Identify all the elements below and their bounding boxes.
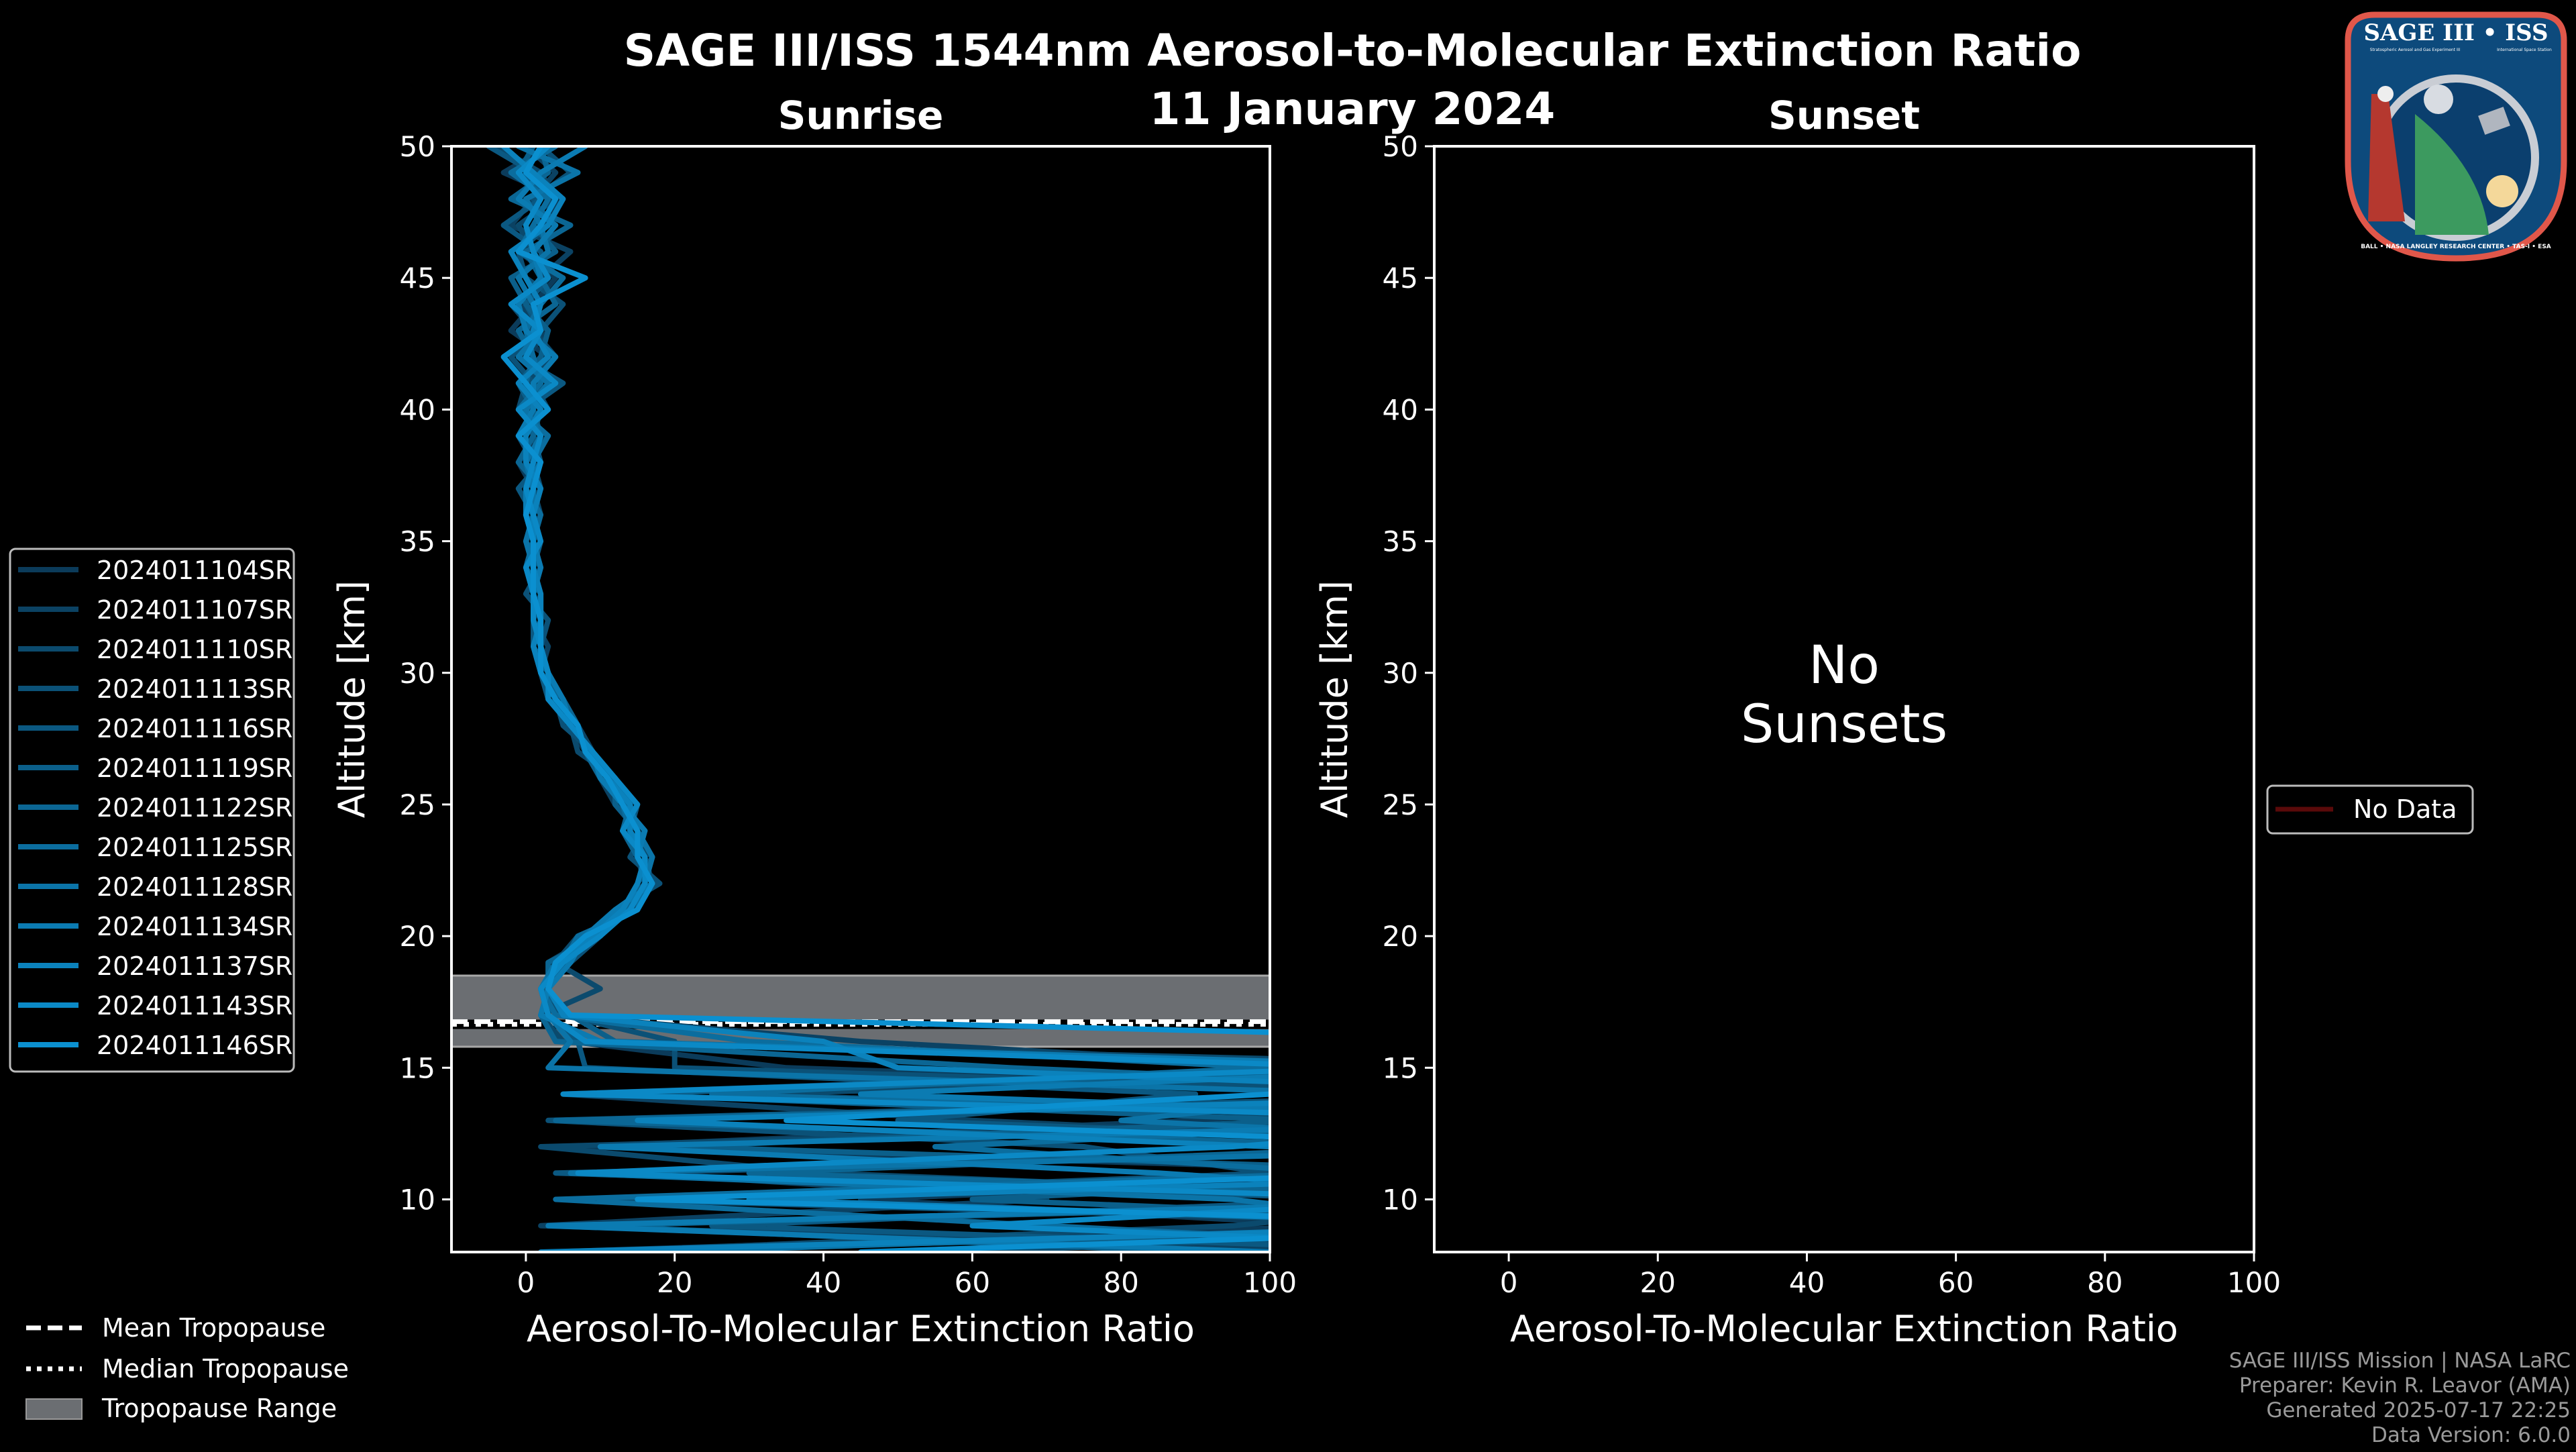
sunset-y-axis-label: Altitude [km] xyxy=(1313,580,1356,818)
legend-label-2024011137SR: 2024011137SR xyxy=(97,951,292,981)
sunset-axes-frame xyxy=(1433,145,2255,1253)
x-tick-label: 100 xyxy=(1243,1266,1297,1299)
sunset-plot-area xyxy=(1434,146,2254,1252)
tropopause-legend: Mean Tropopause Median Tropopause Tropop… xyxy=(25,1313,349,1423)
tropopause-range-label: Tropopause Range xyxy=(101,1394,337,1423)
x-tick-label: 40 xyxy=(1789,1266,1825,1299)
credit-mission: SAGE III/ISS Mission | NASA LaRC xyxy=(2229,1349,2571,1373)
x-tick-label: 40 xyxy=(806,1266,841,1299)
y-tick-label: 35 xyxy=(400,525,435,558)
y-tick-label: 40 xyxy=(1383,393,1418,426)
sunset-axes: 0 20 40 60 80 100 10 15 20 25 30 35 40 45 50 Sunset Aero… xyxy=(1313,93,2281,1350)
profile-lines xyxy=(486,146,1270,1252)
x-tick-label: 60 xyxy=(955,1266,990,1299)
mean-tropopause-label: Mean Tropopause xyxy=(102,1313,325,1343)
sunrise-axes: 0 20 40 60 80 100 10 15 20 25 30 35 40 45 50 Sunrise Aer… xyxy=(331,93,1297,1350)
credits: SAGE III/ISS Mission | NASA LaRC Prepare… xyxy=(2229,1349,2571,1447)
legend-label-2024011104SR: 2024011104SR xyxy=(97,556,292,585)
legend-label-2024011107SR: 2024011107SR xyxy=(97,595,292,625)
legend-label-2024011134SR: 2024011134SR xyxy=(97,912,292,941)
legend-label-2024011122SR: 2024011122SR xyxy=(97,793,292,823)
sunset-legend: No Data xyxy=(2266,784,2474,835)
legend-label-2024011119SR: 2024011119SR xyxy=(97,754,292,783)
sunset-x-axis-label: Aerosol-To-Molecular Extinction Ratio xyxy=(1510,1308,2178,1350)
sage-iii-iss-mission-logo: SAGE III • ISS Stratospheric Aerosol and… xyxy=(2345,11,2567,262)
y-tick-label: 15 xyxy=(1383,1051,1418,1084)
median-tropopause-label: Median Tropopause xyxy=(102,1354,349,1384)
x-tick-label: 20 xyxy=(1640,1266,1676,1299)
y-tick-label: 25 xyxy=(400,788,435,821)
tropopause-range-swatch xyxy=(25,1398,83,1420)
x-tick-label: 100 xyxy=(2227,1266,2281,1299)
no-sunsets-line2: Sunsets xyxy=(1741,694,1947,755)
y-tick-label: 25 xyxy=(1383,788,1418,821)
logo-ring-text: BALL • NASA LANGLEY RESEARCH CENTER • TA… xyxy=(2361,244,2551,250)
y-tick-label: 20 xyxy=(400,920,435,953)
legend-label-2024011110SR: 2024011110SR xyxy=(97,635,292,664)
legend-label-2024011146SR: 2024011146SR xyxy=(97,1031,292,1060)
sunrise-legend: 2024011104SR 2024011107SR 2024011110SR 2024… xyxy=(9,548,295,1073)
y-tick-label: 35 xyxy=(1383,525,1418,558)
sunset-panel-title: Sunset xyxy=(1768,93,1920,138)
y-tick-label: 45 xyxy=(1383,262,1418,295)
x-tick-label: 20 xyxy=(657,1266,692,1299)
x-tick-label: 60 xyxy=(1938,1266,1974,1299)
legend-label-no-data: No Data xyxy=(2353,794,2457,824)
sunrise-panel-title: Sunrise xyxy=(778,93,944,138)
x-tick-label: 80 xyxy=(2087,1266,2123,1299)
y-tick-label: 50 xyxy=(1383,130,1418,163)
y-tick-label: 45 xyxy=(400,262,435,295)
credit-preparer: Preparer: Kevin R. Leavor (AMA) xyxy=(2239,1373,2571,1398)
profile-line-2024011134SR xyxy=(515,146,1270,1252)
y-tick-label: 10 xyxy=(1383,1184,1418,1216)
no-sunsets-line1: No xyxy=(1809,635,1880,696)
sunrise-x-axis-label: Aerosol-To-Molecular Extinction Ratio xyxy=(527,1308,1195,1350)
y-tick-label: 10 xyxy=(400,1184,435,1216)
chart-title: SAGE III/ISS 1544nm Aerosol-to-Molecular… xyxy=(624,25,2082,76)
legend-label-2024011128SR: 2024011128SR xyxy=(97,872,292,902)
credit-version: Data Version: 6.0.0 xyxy=(2371,1423,2571,1447)
legend-label-2024011125SR: 2024011125SR xyxy=(97,833,292,862)
legend-label-2024011143SR: 2024011143SR xyxy=(97,991,292,1021)
chart-date: 11 January 2024 xyxy=(1150,83,1556,135)
legend-label-2024011113SR: 2024011113SR xyxy=(97,674,292,704)
y-tick-label: 15 xyxy=(400,1051,435,1084)
legend-label-2024011116SR: 2024011116SR xyxy=(97,714,292,743)
x-tick-label: 80 xyxy=(1103,1266,1138,1299)
profile-line-2024011146SR xyxy=(500,146,1270,1252)
credit-generated: Generated 2025-07-17 22:25 xyxy=(2266,1398,2571,1422)
logo-subtitle-right: International Space Station xyxy=(2497,48,2552,52)
y-tick-label: 50 xyxy=(400,130,435,163)
y-tick-label: 30 xyxy=(1383,657,1418,690)
y-tick-label: 30 xyxy=(400,657,435,690)
logo-subtitle-left: Stratospheric Aerosol and Gas Experiment… xyxy=(2370,48,2461,52)
x-tick-label: 0 xyxy=(1500,1266,1518,1299)
sunrise-axes-frame xyxy=(450,145,1271,1253)
logo-title: SAGE III • ISS xyxy=(2363,19,2548,46)
y-tick-label: 20 xyxy=(1383,920,1418,953)
x-tick-label: 0 xyxy=(517,1266,535,1299)
y-tick-label: 40 xyxy=(400,393,435,426)
sunrise-y-axis-label: Altitude [km] xyxy=(331,580,373,818)
